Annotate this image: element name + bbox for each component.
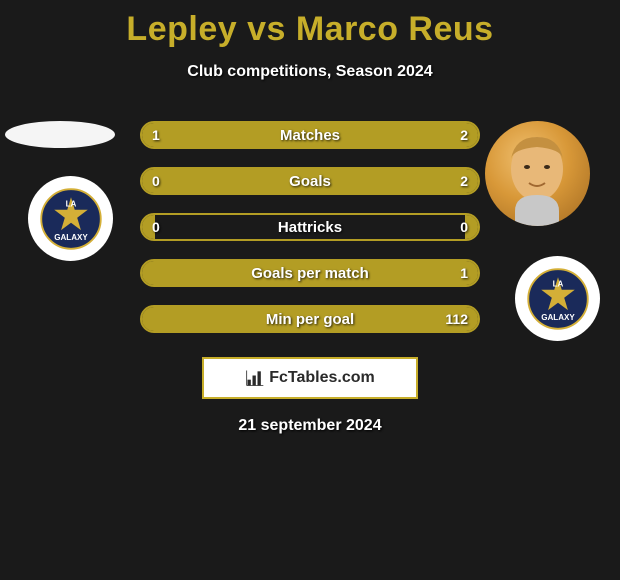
stat-row: Goals0 2 (140, 167, 480, 195)
stat-value-left: 1 (152, 123, 160, 147)
brand-label: FcTables.com (269, 369, 375, 387)
stat-row: Min per goal112 (140, 305, 480, 333)
stat-label: Goals (142, 169, 478, 193)
svg-text:GALAXY: GALAXY (541, 313, 575, 322)
stat-value-right: 1 (460, 261, 468, 285)
svg-text:LA: LA (552, 279, 563, 288)
stat-row: Goals per match1 (140, 259, 480, 287)
stat-row: Hattricks0 0 (140, 213, 480, 241)
stat-value-right: 0 (460, 215, 468, 239)
bar-chart-icon (245, 368, 265, 388)
stat-label: Min per goal (142, 307, 478, 331)
stats-bars: Matches12Goals02Hattricks00Goals per mat… (140, 121, 480, 351)
date-label: 21 september 2024 (0, 417, 620, 435)
la-galaxy-badge-icon: GALAXY LA (40, 188, 102, 250)
player-right-avatar (485, 121, 590, 226)
brand-box: FcTables.com (202, 357, 418, 399)
page-title: Lepley vs Marco Reus (0, 0, 620, 49)
svg-text:GALAXY: GALAXY (54, 233, 88, 242)
svg-text:LA: LA (65, 199, 76, 208)
stat-value-right: 2 (460, 169, 468, 193)
player-right-club-badge: GALAXY LA (515, 256, 600, 341)
stat-label: Hattricks (142, 215, 478, 239)
subtitle: Club competitions, Season 2024 (0, 63, 620, 81)
stat-row: Matches1 2 (140, 121, 480, 149)
player-left-club-badge: GALAXY LA (28, 176, 113, 261)
stat-value-left: 0 (152, 169, 160, 193)
stat-value-left: 0 (152, 215, 160, 239)
comparison-area: GALAXY LA GALAXY LA Matches12Goals02Hatt… (0, 121, 620, 351)
stat-value-right: 2 (460, 123, 468, 147)
stat-label: Matches (142, 123, 478, 147)
la-galaxy-badge-icon: GALAXY LA (527, 268, 589, 330)
stat-value-right: 112 (445, 307, 468, 331)
player-photo-icon (485, 121, 590, 226)
player-left-avatar (5, 121, 115, 148)
stat-label: Goals per match (142, 261, 478, 285)
